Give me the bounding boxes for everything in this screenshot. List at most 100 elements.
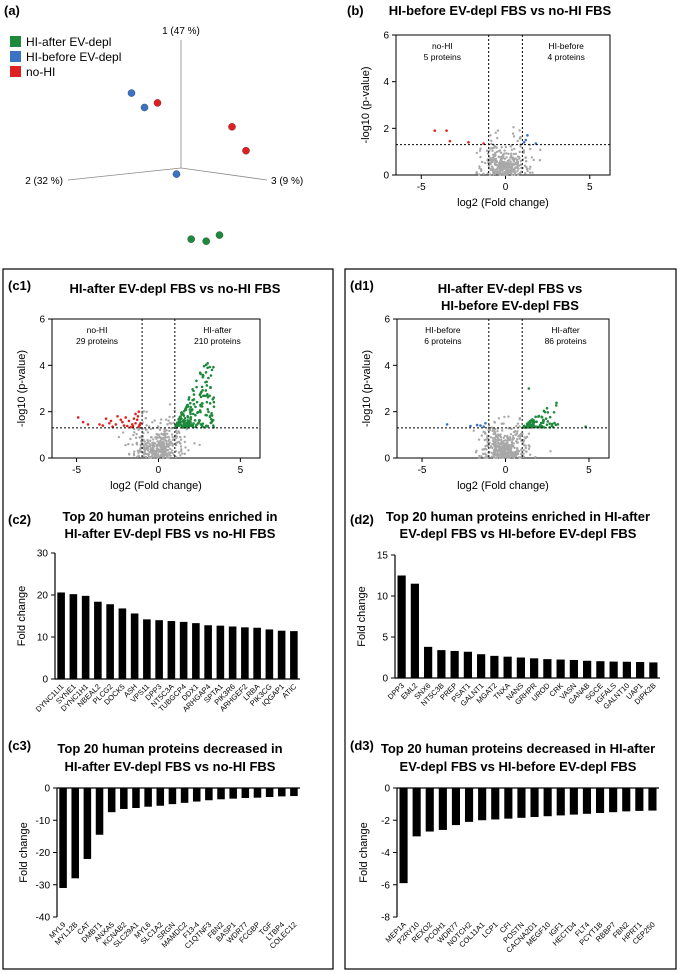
volcano-point-down	[484, 421, 487, 425]
category-label: ATIC	[280, 682, 298, 700]
volcano-point-up	[206, 393, 209, 396]
volcano-point-down	[134, 421, 137, 425]
y-axis-label: Fold change	[18, 822, 30, 883]
volcano-point	[512, 445, 515, 448]
volcano-point	[500, 163, 503, 166]
volcano-point	[145, 452, 148, 456]
volcano-point-up	[205, 414, 209, 417]
volcano-point	[516, 422, 520, 425]
volcano-point-up	[204, 389, 208, 392]
volcano-point	[501, 456, 504, 459]
volcano-point-up	[204, 424, 208, 428]
volcano-point	[491, 446, 494, 450]
c3-title-line1: Top 20 human proteins decreased in	[57, 741, 282, 756]
volcano-point	[147, 455, 151, 459]
volcano-point	[512, 135, 516, 138]
volcano-point-up	[185, 423, 188, 427]
volcano-point	[518, 425, 521, 428]
bar	[569, 659, 578, 678]
pca-axis-2	[67, 167, 182, 181]
volcano-point-up	[545, 423, 549, 427]
x-axis-label: log2 (Fold change)	[457, 480, 549, 492]
volcano-point	[483, 161, 487, 165]
volcano-point-up	[206, 362, 209, 365]
volcano-point-up	[526, 134, 529, 137]
volcano-point	[503, 149, 506, 152]
volcano-point	[483, 456, 487, 459]
volcano-point	[489, 157, 492, 160]
annotation-left-count: 5 proteins	[424, 52, 461, 62]
volcano-point-up	[535, 420, 538, 424]
bar	[278, 788, 286, 797]
bar	[253, 788, 262, 798]
volcano-point-down	[81, 420, 85, 424]
volcano-point	[509, 433, 513, 436]
volcano-point	[509, 171, 512, 175]
volcano-point-up	[190, 424, 193, 428]
volcano-point	[498, 149, 502, 152]
volcano-point	[148, 444, 152, 448]
bar	[490, 655, 499, 678]
volcano-point-up	[192, 389, 195, 393]
volcano-point	[518, 129, 521, 132]
volcano-point	[166, 423, 169, 426]
bar	[144, 788, 152, 807]
panel-label-d3: (d3)	[350, 738, 374, 753]
volcano-point	[184, 446, 187, 449]
bar	[450, 650, 459, 678]
volcano-point	[492, 437, 496, 440]
y-tick-label: 4	[383, 77, 389, 88]
volcano-point	[534, 455, 537, 459]
volcano-point	[178, 431, 181, 434]
x-tick-label: 5	[586, 465, 592, 476]
volcano-point-up	[540, 415, 544, 419]
volcano-point	[494, 427, 497, 431]
volcano-point	[499, 155, 502, 159]
volcano-point	[528, 171, 532, 174]
volcano-point-up	[207, 410, 210, 414]
volcano-point	[492, 159, 495, 162]
volcano-point-up	[195, 423, 198, 427]
y-tick-label: 0	[39, 454, 45, 465]
volcano-point-up	[525, 422, 529, 426]
volcano-point	[509, 445, 512, 449]
volcano-point	[503, 444, 506, 448]
volcano-point	[152, 438, 155, 441]
volcano-point	[480, 455, 483, 458]
volcano-point	[193, 442, 196, 445]
volcano-point-down	[448, 139, 452, 143]
bar	[95, 788, 104, 835]
y-axis-label: -log10 (p-value)	[361, 350, 373, 427]
annotation-right-group: HI-before	[548, 41, 584, 51]
volcano-point	[492, 155, 496, 158]
volcano-point	[503, 171, 507, 175]
volcano-point	[519, 163, 523, 166]
bar	[424, 646, 433, 678]
volcano-point	[153, 455, 156, 459]
volcano-point	[480, 160, 484, 164]
volcano-point	[488, 429, 491, 432]
volcano-point-down	[445, 423, 449, 426]
volcano-point-down	[445, 129, 448, 132]
volcano-point-down	[134, 412, 137, 416]
volcano-point	[168, 415, 171, 419]
y-tick-label: 6	[383, 31, 389, 42]
bar	[83, 788, 92, 859]
volcano-point	[174, 429, 178, 433]
volcano-point	[124, 443, 127, 447]
volcano-point-up	[210, 412, 213, 415]
volcano-point	[177, 451, 181, 454]
volcano-point	[144, 455, 148, 459]
volcano-point	[509, 160, 512, 163]
volcano-point	[160, 418, 163, 421]
volcano-point	[522, 151, 525, 155]
volcano-point	[505, 152, 508, 155]
volcano-point-up	[192, 422, 195, 425]
volcano-point	[491, 429, 494, 432]
volcano-point-up	[544, 417, 548, 420]
volcano-point	[529, 147, 532, 151]
volcano-point	[506, 445, 510, 449]
volcano-point	[170, 433, 174, 436]
volcano-point	[504, 442, 507, 445]
volcano-point	[522, 149, 526, 152]
